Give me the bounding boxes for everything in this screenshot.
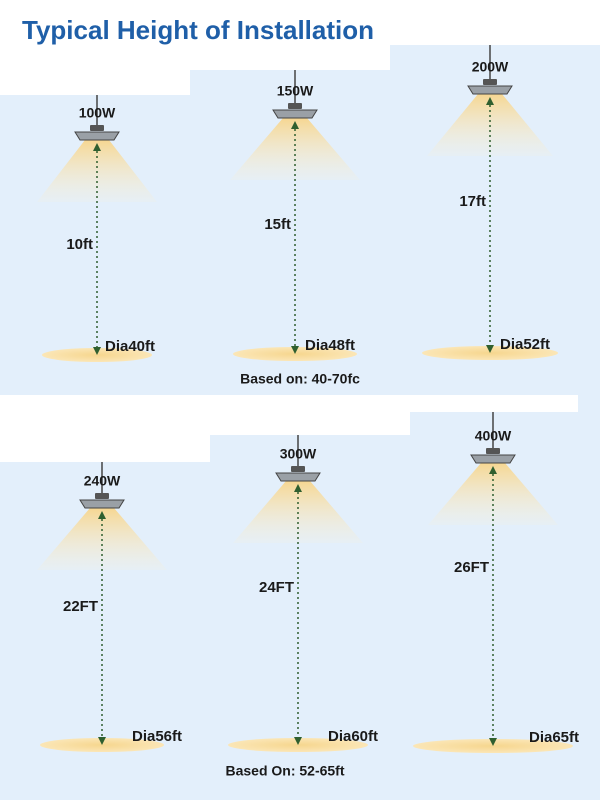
diameter-label: Dia52ft	[500, 336, 550, 353]
fixture	[272, 109, 318, 119]
arrow-head	[489, 466, 497, 474]
driver	[483, 79, 497, 85]
height-label: 15ft	[264, 216, 291, 233]
arrow-head	[294, 737, 302, 745]
diameter-label: Dia40ft	[105, 338, 155, 355]
arrow-head	[291, 121, 299, 129]
arrow-head	[98, 737, 106, 745]
wattage: 100W	[79, 105, 116, 121]
arrow-head	[291, 346, 299, 354]
header-band	[0, 0, 600, 95]
note: Based on: 40-70fc	[240, 371, 360, 387]
arrow-head	[489, 738, 497, 746]
height-label: 22FT	[63, 598, 98, 615]
height-label: 17ft	[459, 193, 486, 210]
wattage: 240W	[84, 473, 121, 489]
wattage: 150W	[277, 83, 314, 99]
driver	[90, 125, 104, 131]
diameter-label: Dia48ft	[305, 337, 355, 354]
arrow-head	[98, 511, 106, 519]
wattage: 300W	[280, 446, 317, 462]
wattage: 200W	[472, 59, 509, 75]
wattage: 400W	[475, 428, 512, 444]
arrow-head	[93, 143, 101, 151]
note: Based On: 52-65ft	[225, 763, 344, 779]
diameter-label: Dia60ft	[328, 728, 378, 745]
fixture	[79, 499, 125, 509]
diameter-label: Dia65ft	[529, 729, 579, 746]
fixture	[470, 454, 516, 464]
height-label: 24FT	[259, 579, 294, 596]
fixture	[275, 472, 321, 482]
height-label: 10ft	[66, 236, 93, 253]
height-label: 26FT	[454, 559, 489, 576]
driver	[486, 448, 500, 454]
fixture	[74, 131, 120, 141]
fixture	[467, 85, 513, 95]
title: Typical Height of Installation	[22, 15, 374, 45]
divider-band	[0, 395, 578, 462]
driver	[95, 493, 109, 499]
arrow-head	[93, 347, 101, 355]
arrow-head	[486, 97, 494, 105]
diameter-label: Dia56ft	[132, 728, 182, 745]
driver	[291, 466, 305, 472]
arrow-head	[294, 484, 302, 492]
driver	[288, 103, 302, 109]
arrow-head	[486, 345, 494, 353]
